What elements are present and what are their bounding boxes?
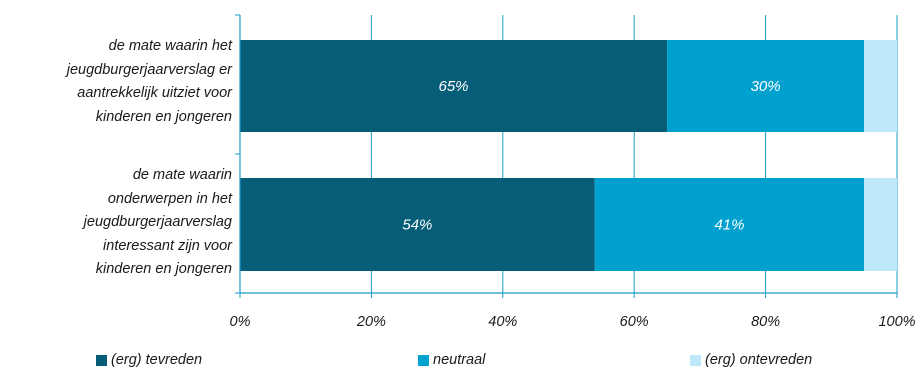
legend-label-ontevreden: (erg) ontevreden	[705, 352, 813, 368]
category-label-line: onderwerpen in het	[107, 190, 232, 207]
bar-segment-2-3	[864, 178, 897, 271]
category-label-line: de mate waarin	[132, 167, 232, 183]
category-label-line: de mate waarin het	[108, 38, 232, 54]
category-label-line: interessant zijn voor	[103, 237, 232, 254]
category-label-1: de mate waarin het jeugdburgerjaarverslag…	[0, 35, 232, 129]
data-label-2-2: 41%	[714, 217, 744, 234]
bar-segment-2-2	[594, 178, 865, 271]
legend-swatch-ontevreden	[690, 354, 701, 366]
x-tick-label-5: 100%	[878, 314, 915, 330]
x-tick-label-0: 0%	[230, 314, 251, 330]
category-label-line: kinderen en jongeren	[95, 108, 232, 125]
data-label-1-1: 65%	[439, 78, 469, 95]
category-label-line: aantrekkelijk uitziet voor	[77, 85, 232, 101]
category-label-line: jeugdburgerjaarverslag	[83, 214, 232, 230]
x-tick-label-2: 40%	[488, 314, 517, 330]
bar-segment-2-1	[240, 178, 595, 271]
legend-swatch-tevreden	[96, 354, 107, 366]
data-label-2-1: 54%	[402, 217, 432, 234]
x-tick-label-3: 60%	[620, 314, 649, 330]
x-tick-label-1: 20%	[356, 314, 386, 330]
bar-segment-1-1	[240, 40, 668, 132]
x-tick-label-4: 80%	[751, 314, 780, 330]
data-label-1-2: 30%	[751, 78, 781, 95]
bar-segment-1-3	[864, 40, 897, 132]
category-label-2: de mate waarin onderwerpen in het jeugdbur…	[0, 164, 232, 282]
legend-item-tevreden: (erg) tevreden	[96, 351, 202, 369]
legend-item-neutraal: neutraal	[418, 351, 485, 369]
legend-label-tevreden: (erg) tevreden	[111, 352, 203, 368]
category-label-line: kinderen en jongeren	[95, 261, 232, 277]
legend-label-neutraal: neutraal	[433, 352, 486, 368]
legend-item-ontevreden: (erg) ontevreden	[690, 351, 812, 369]
category-label-line: jeugdburgerjaarverslag er	[66, 61, 232, 78]
bar-segment-1-2	[667, 40, 865, 132]
legend-swatch-neutraal	[418, 354, 429, 366]
